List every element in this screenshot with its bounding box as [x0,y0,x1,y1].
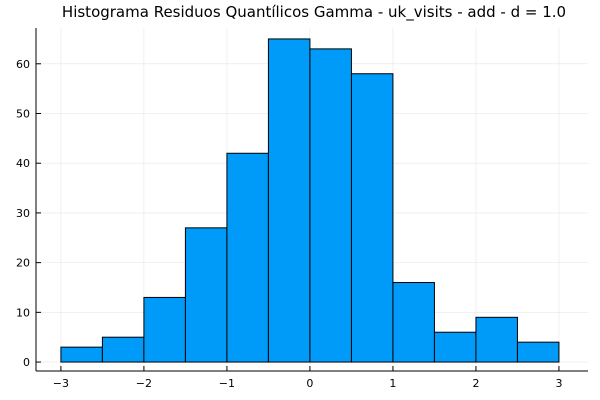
y-tick-label: 40 [16,157,30,170]
histogram-bar [433,331,477,363]
x-tick-label: −3 [53,377,69,390]
x-axis-ticks: −3 −2 −1 0 1 2 3 [53,366,562,390]
axes [35,28,588,372]
x-tick-label: 2 [472,377,479,390]
chart-title: Histograma Residuos Quantílicos Gamma - … [62,3,566,22]
histogram-bar [392,282,435,363]
histogram-bar [309,48,352,363]
y-tick-label: 50 [16,108,30,121]
bars [60,38,560,363]
y-tick-label: 60 [16,58,30,71]
histogram-bar [516,341,560,363]
x-tick-label: −2 [136,377,152,390]
y-tick-label: 10 [16,306,30,319]
y-tick-label: 30 [16,207,30,220]
y-tick-label: 20 [16,257,30,270]
histogram-bar [184,227,228,363]
histogram-bar [143,296,186,363]
y-tick-label: 0 [23,356,30,369]
x-tick-label: −1 [219,377,235,390]
histogram-bar [475,316,518,363]
histogram-bar [350,73,394,363]
x-tick-label: 1 [389,377,396,390]
histogram-bar [101,336,145,363]
x-tick-label: 0 [306,377,313,390]
histogram-bar [60,346,103,363]
x-tick-label: 3 [555,377,562,390]
histogram-bar [267,38,311,363]
histogram-bar [226,152,269,363]
y-axis-ticks: 0 10 20 30 40 50 60 [16,58,41,369]
